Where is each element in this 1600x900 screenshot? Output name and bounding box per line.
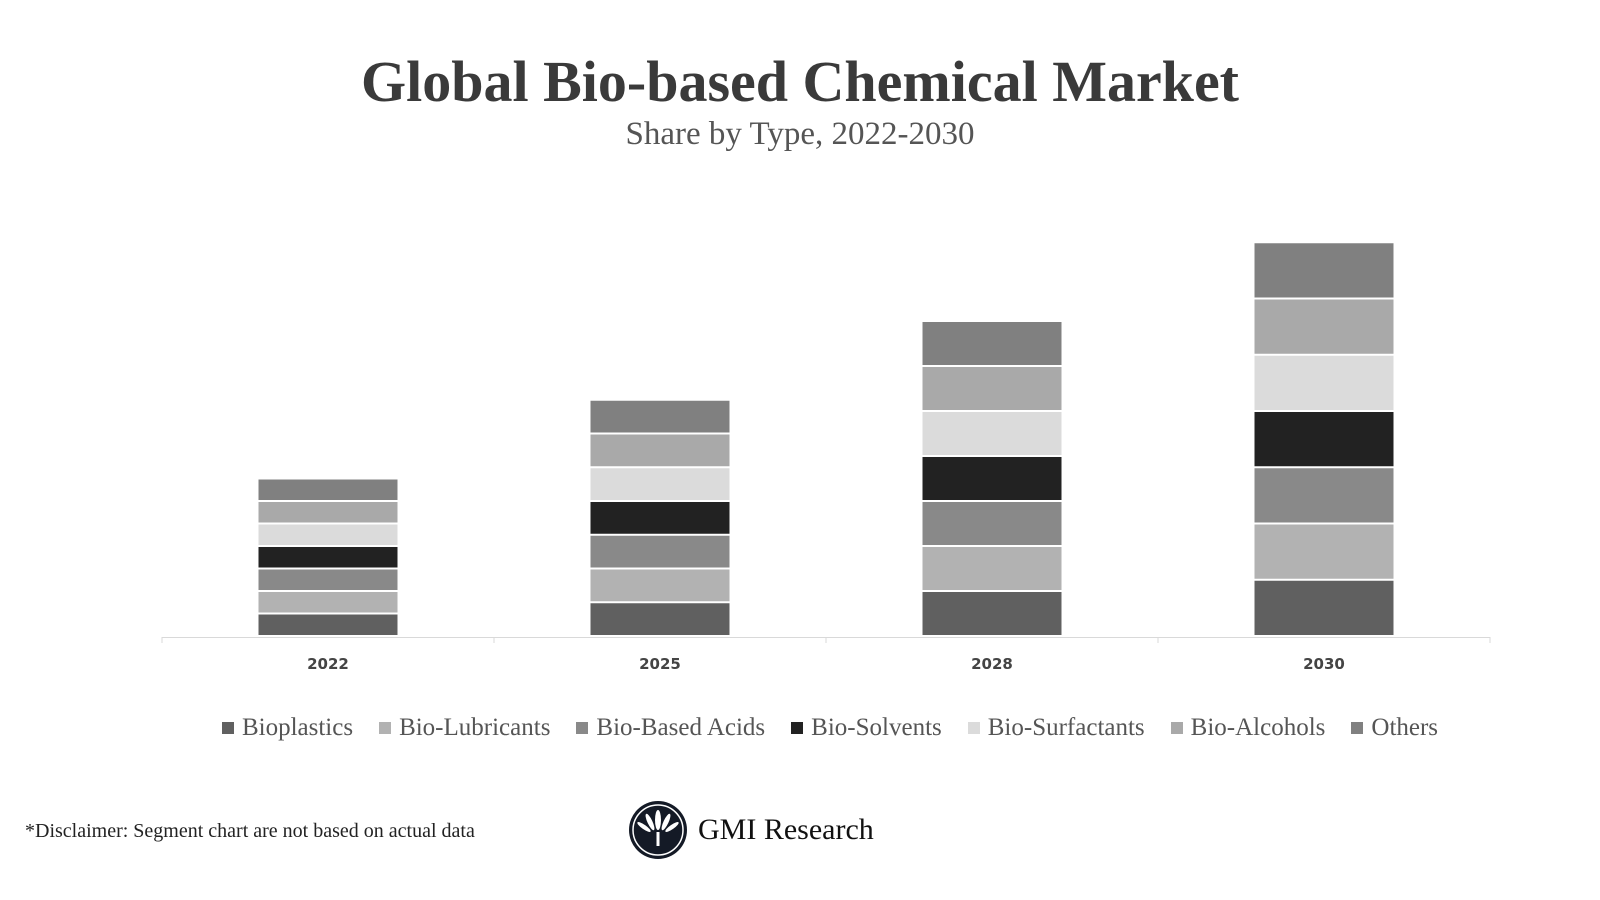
bar-segment-bio-surfactants-2022 — [258, 524, 398, 545]
bar-segment-bio-based-acids-2028 — [922, 502, 1062, 545]
legend-swatch — [967, 722, 980, 734]
legend-swatch — [221, 722, 234, 734]
bar-segment-bio-based-acids-2022 — [258, 569, 398, 590]
legend-label: Bio-Surfactants — [987, 714, 1145, 741]
bar-segment-bioplastics-2028 — [922, 592, 1062, 635]
bar-segment-bio-alcohols-2028 — [922, 367, 1062, 410]
bar-segment-others-2022 — [258, 479, 398, 500]
bar-segment-bio-solvents-2022 — [258, 547, 398, 568]
legend: Bioplastics Bio-Lubricants Bio-Based Acids… — [0, 714, 1600, 742]
legend-item: Bio-Alcohols — [1170, 714, 1326, 742]
bar-segment-bio-lubricants-2028 — [922, 547, 1062, 590]
stacked-bar-chart: 2022 2025 2028 2030 — [161, 243, 1491, 673]
legend-label: Bioplastics — [241, 714, 354, 741]
disclaimer: *Disclaimer: Segment chart are not based… — [25, 820, 475, 842]
gmi-logo: GMI Research — [628, 800, 874, 860]
bar-segment-bio-alcohols-2025 — [590, 434, 730, 467]
bar-segment-bio-solvents-2028 — [922, 457, 1062, 500]
bar-segment-bio-based-acids-2030 — [1254, 468, 1394, 523]
legend-item: Bioplastics — [221, 714, 354, 742]
legend-label: Others — [1371, 714, 1439, 741]
legend-label: Bio-Lubricants — [399, 714, 551, 741]
x-tick-label: 2030 — [1303, 655, 1345, 673]
bar-segment-bio-alcohols-2022 — [258, 502, 398, 523]
bar-segment-bio-lubricants-2025 — [590, 569, 730, 602]
chart-title: Global Bio-based Chemical Market — [360, 49, 1239, 114]
legend-label: Bio-Alcohols — [1190, 714, 1326, 741]
legend-item: Bio-Surfactants — [967, 714, 1145, 742]
x-tick-label: 2025 — [639, 655, 681, 673]
legend-item: Bio-Lubricants — [379, 714, 550, 742]
bar-segment-others-2025 — [590, 400, 730, 433]
bar-segment-bioplastics-2022 — [258, 614, 398, 635]
legend-item: Bio-Solvents — [791, 714, 942, 742]
bar-segment-bio-lubricants-2030 — [1254, 524, 1394, 579]
bar-segment-bio-alcohols-2030 — [1254, 299, 1394, 354]
gmi-emblem-icon — [629, 801, 687, 859]
bar-segment-bio-solvents-2030 — [1254, 412, 1394, 467]
bar-segment-bio-surfactants-2025 — [590, 468, 730, 500]
bar-segment-others-2028 — [922, 322, 1062, 365]
bar-segment-bioplastics-2025 — [590, 603, 730, 635]
legend-label: Bio-Solvents — [811, 714, 942, 741]
bar-segment-bio-lubricants-2022 — [258, 592, 398, 613]
bar-segment-bioplastics-2030 — [1254, 580, 1394, 635]
x-tick-label: 2028 — [971, 655, 1013, 673]
legend-swatch — [791, 722, 804, 734]
legend-swatch — [1170, 722, 1183, 734]
bar-segment-bio-surfactants-2028 — [922, 412, 1062, 455]
chart-subtitle: Share by Type, 2022-2030 — [625, 116, 975, 152]
legend-item: Bio-Based Acids — [576, 714, 765, 742]
x-tick-label: 2022 — [307, 655, 349, 673]
legend-swatch — [1351, 722, 1364, 734]
bar-segment-bio-solvents-2025 — [590, 502, 730, 534]
legend-label: Bio-Based Acids — [596, 714, 766, 741]
legend-swatch — [379, 722, 392, 734]
bar-segment-bio-surfactants-2030 — [1254, 355, 1394, 410]
legend-swatch — [576, 722, 589, 734]
bar-segment-others-2030 — [1254, 243, 1394, 298]
legend-item: Others — [1351, 714, 1438, 742]
bar-segment-bio-based-acids-2025 — [590, 535, 730, 568]
logo-text: GMI Research — [698, 813, 874, 846]
